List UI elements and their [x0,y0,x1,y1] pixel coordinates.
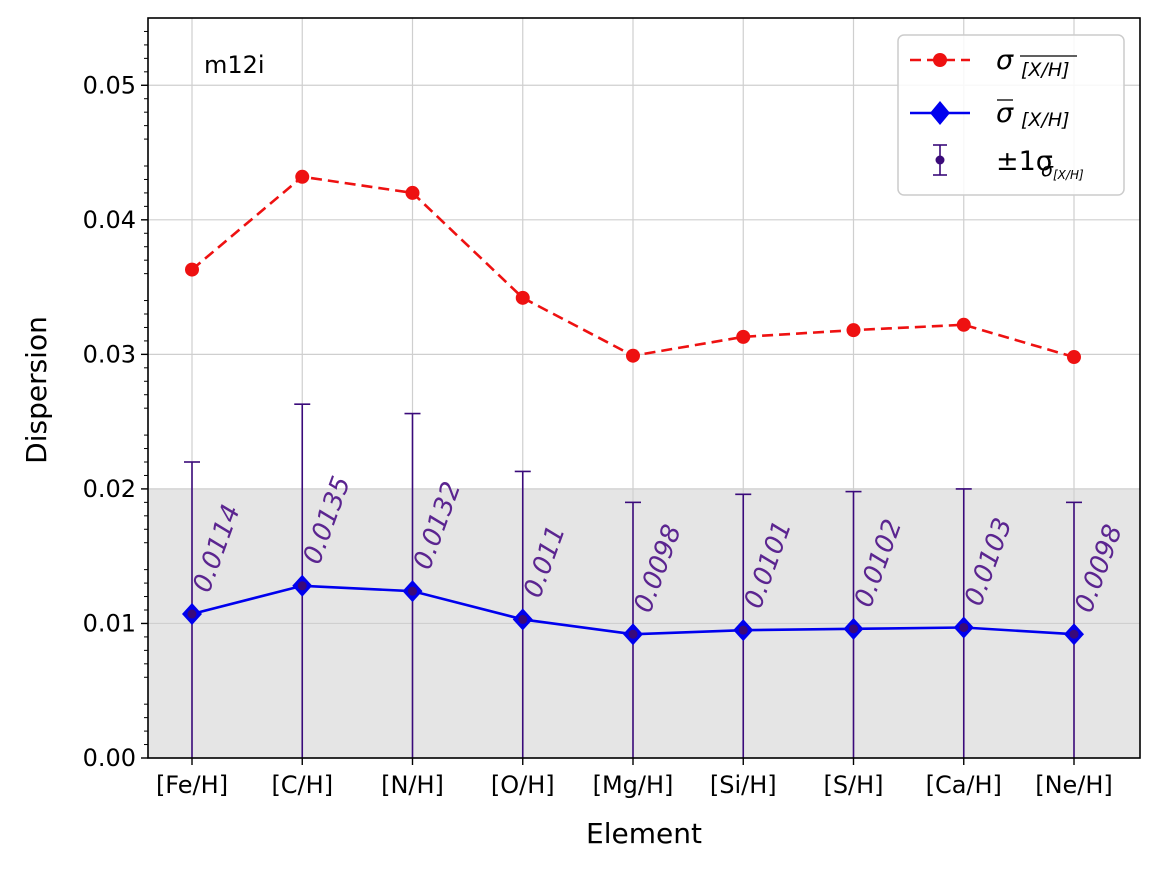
legend-sublabel-dispersion-mean: [X/H] [1021,109,1070,131]
x-axis-title: Element [586,817,702,850]
x-tick-label: [C/H] [271,771,333,799]
y-tick-label: 0.02 [83,475,136,503]
legend-marker-dispersion-mean [930,101,950,125]
data-point-dispersion-mean-center [738,625,748,635]
legend-marker-errorbar [935,155,945,165]
y-tick-label: 0.04 [83,206,136,234]
x-tick-label: [Ca/H] [926,771,1002,799]
data-point-mean-dispersion [736,329,751,344]
x-tick-label: [N/H] [381,771,444,799]
y-tick-label: 0.03 [83,340,136,368]
data-point-mean-dispersion [1067,350,1081,365]
data-point-dispersion-mean-center [849,624,858,634]
panel-label: m12i [204,51,265,79]
y-tick-label: 0.01 [83,609,136,637]
data-point-mean-dispersion [185,262,199,277]
x-tick-label: [Ne/H] [1035,771,1113,799]
data-point-mean-dispersion [846,323,861,338]
legend-subsublabel-errorbar: [X/H] [1053,168,1084,182]
data-point-mean-dispersion [405,185,420,200]
x-tick-label: [Si/H] [710,771,777,799]
legend-sublabel-mean-dispersion: [X/H] [1021,59,1070,81]
x-tick-label: [O/H] [491,771,555,799]
data-point-mean-dispersion [515,290,530,305]
data-point-dispersion-mean-center [187,609,197,619]
axes: 0.00 0.01 0.02 0.03 0.04 0.05 [Fe/H] [C/H] [N/H]… [83,17,1141,799]
legend-label-errorbar: ±1σ [996,146,1053,177]
data-point-dispersion-mean-center [1069,629,1079,639]
x-tick-label: [Mg/H] [593,771,674,799]
legend-marker-mean-dispersion [933,53,947,67]
legend-label-dispersion-mean: σ [996,98,1014,129]
y-tick-label: 0.05 [83,71,136,99]
axes-frame [147,17,1141,759]
data-point-dispersion-mean-center [959,622,969,632]
legend-box [897,34,1125,196]
data-point-dispersion-mean-center [408,586,417,596]
legend-label-mean-dispersion: σ [996,45,1014,76]
data-point-mean-dispersion [626,348,640,363]
legend: σ [X/H] σ [X/H] ±1σ σ [X/H] [897,34,1125,196]
x-tick-label: [S/H] [823,771,883,799]
data-point-dispersion-mean-center [628,629,638,639]
data-point-dispersion-mean-center [518,614,528,624]
series-markers [182,169,1084,646]
data-point-mean-dispersion [295,169,310,184]
y-tick-label: 0.00 [83,744,136,772]
data-point-dispersion-mean-center [297,581,307,591]
x-tick-label: [Fe/H] [156,771,228,799]
y-axis-title: Dispersion [20,316,53,464]
legend-sublabel-errorbar: σ [1041,159,1054,181]
data-point-mean-dispersion [956,317,971,332]
